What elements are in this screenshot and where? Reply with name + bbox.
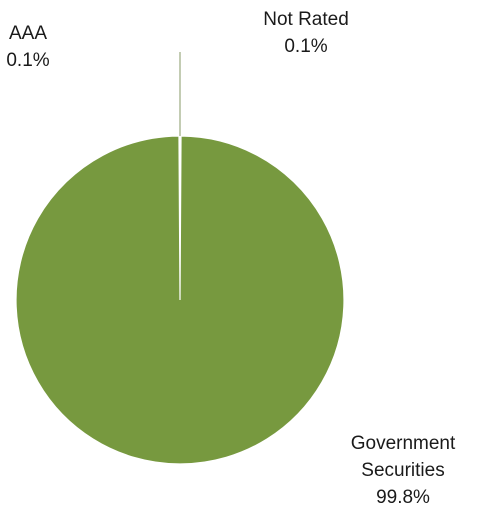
label-gov-name-line2: Securities	[361, 460, 445, 481]
pie-slices	[15, 135, 345, 465]
label-gov-value: 99.8%	[376, 487, 430, 508]
label-aaa-name: AAA	[8, 23, 48, 44]
pie-slice-government-securities	[15, 135, 345, 465]
label-not-rated: Not Rated 0.1%	[240, 6, 372, 60]
label-not-rated-name: Not Rated	[263, 9, 349, 30]
label-not-rated-value: 0.1%	[284, 36, 328, 57]
label-government-securities: Government Securities 99.8%	[326, 430, 480, 511]
label-gov-name-line1: Government	[350, 433, 456, 454]
label-aaa: AAA 0.1%	[2, 20, 54, 74]
label-aaa-value: 0.1%	[6, 50, 50, 71]
